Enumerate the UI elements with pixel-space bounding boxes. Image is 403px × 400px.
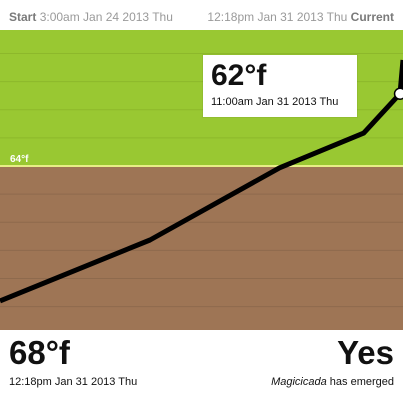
- current-reading-time: 12:18pm Jan 31 2013 Thu: [9, 376, 138, 388]
- start-label: Start: [9, 10, 37, 24]
- start-time-value: 3:00am Jan 24 2013 Thu: [39, 10, 173, 24]
- current-label: Current: [350, 10, 394, 24]
- species-name: Magicicada: [271, 376, 327, 388]
- tooltip-temperature: 62°f: [211, 59, 267, 92]
- current-temperature: 68°f: [9, 334, 70, 371]
- start-time: Start 3:00am Jan 24 2013 Thu: [9, 10, 173, 24]
- status-note-text: has emerged: [329, 376, 394, 388]
- tooltip-time: 11:00am Jan 31 2013 Thu: [211, 96, 339, 108]
- status-value: Yes: [337, 334, 394, 371]
- current-reading: 68°f 12:18pm Jan 31 2013 Thu: [9, 336, 137, 388]
- below-threshold-zone: [0, 165, 403, 330]
- emergence-status: Yes Magicicada has emerged: [271, 336, 394, 388]
- tooltip: 62°f 11:00am Jan 31 2013 Thu: [203, 55, 357, 117]
- threshold-label: 64°f: [10, 154, 29, 165]
- status-note: Magicicada has emerged: [271, 376, 394, 388]
- highlight-point[interactable]: [393, 87, 403, 100]
- current-time: 12:18pm Jan 31 2013 Thu Current: [207, 10, 394, 24]
- current-time-value: 12:18pm Jan 31 2013 Thu: [207, 10, 348, 24]
- top-bar: Start 3:00am Jan 24 2013 Thu 12:18pm Jan…: [0, 0, 403, 30]
